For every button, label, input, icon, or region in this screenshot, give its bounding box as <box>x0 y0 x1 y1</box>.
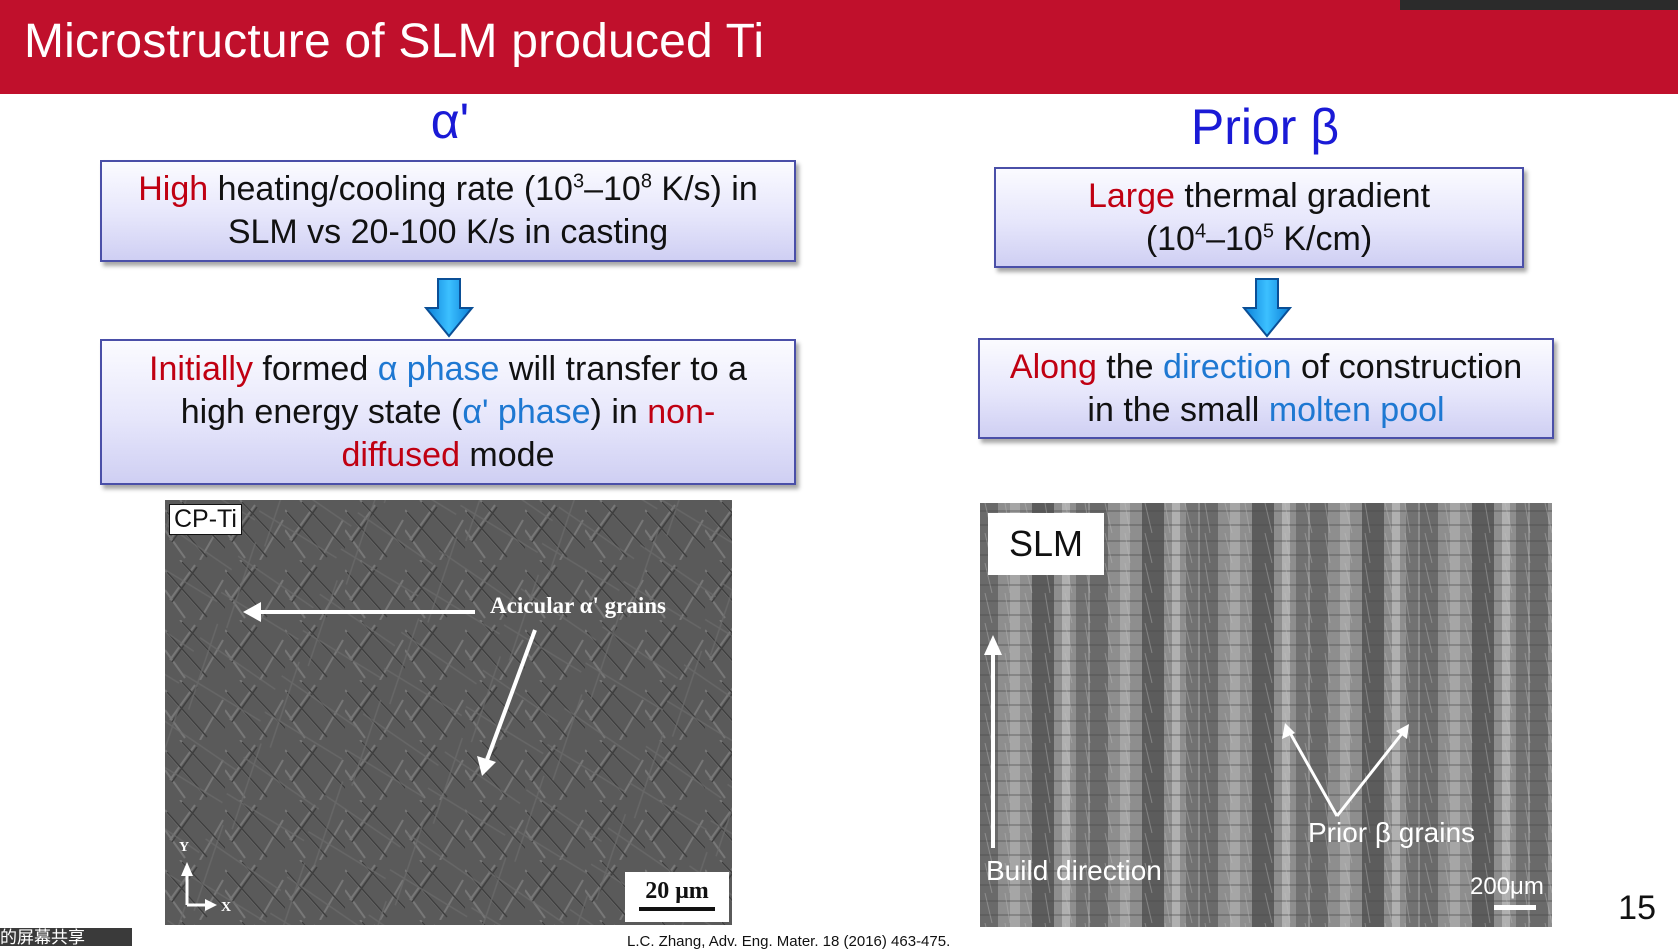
casting-text: SLM vs 20-100 K/s in casting <box>227 213 669 251</box>
exp-5: 5 <box>1262 220 1274 243</box>
along-word: Along <box>1009 347 1097 386</box>
initially-word: Initially <box>149 349 253 388</box>
range-unit: K/cm) <box>1273 219 1373 258</box>
dash-text: –10 <box>584 170 641 208</box>
construction-text: of construction <box>1291 347 1523 386</box>
alpha-phase-term: α phase <box>377 349 500 388</box>
exp-8: 8 <box>640 170 652 193</box>
scale-bar-20um: 20 μm <box>625 872 729 922</box>
direction-term: direction <box>1163 347 1292 386</box>
slm-micrograph: SLM Build direction Prior β grains 200μm <box>980 503 1552 927</box>
build-direction-label: Build direction <box>986 855 1162 886</box>
slide-title: Microstructure of SLM produced Ti <box>24 15 765 68</box>
large-word: Large <box>1087 176 1175 215</box>
construction-direction-box: Along the direction of construction in t… <box>978 338 1554 439</box>
formed-text: formed <box>252 349 378 388</box>
gradient-text: thermal gradient <box>1174 176 1431 215</box>
in-text: ) in <box>590 392 648 431</box>
alpha-prime-heading: α' <box>430 93 470 149</box>
small-text: in the small <box>1087 390 1269 429</box>
down-arrow-icon <box>1242 278 1292 338</box>
mode-text: mode <box>459 435 555 474</box>
slm-label: SLM <box>988 513 1104 575</box>
scale-bar-200um: 200μm <box>1470 873 1544 900</box>
title-bar: Microstructure of SLM produced Ti <box>0 0 1678 94</box>
range-dash: –10 <box>1206 219 1263 258</box>
down-arrow-icon <box>424 278 474 338</box>
screen-share-tab[interactable]: 的屏幕共享 <box>0 928 132 946</box>
exp-4: 4 <box>1194 220 1207 243</box>
cp-ti-label: CP-Ti <box>169 504 242 535</box>
exp-3: 3 <box>572 170 585 193</box>
transfer-text: will transfer to a <box>499 349 747 388</box>
scale-bar-label: 20 μm <box>645 878 709 904</box>
high-word: High <box>138 170 209 208</box>
heating-rate-box: High heating/cooling rate (103–108 K/s) … <box>100 160 796 262</box>
page-number: 15 <box>1618 889 1656 927</box>
unit-text: K/s) in <box>651 170 758 208</box>
diffused-word: diffused <box>341 435 460 474</box>
cp-ti-micrograph: CP-Ti Acicular α' grains Y X 20 μm <box>165 500 732 925</box>
energy-text: high energy state ( <box>180 392 463 431</box>
axis-x-label: X <box>221 900 232 915</box>
citation: L.C. Zhang, Adv. Eng. Mater. 18 (2016) 4… <box>627 933 951 950</box>
prior-beta-heading: Prior β <box>1190 99 1340 155</box>
alpha-prime-term: α' phase <box>462 392 591 431</box>
axis-y-label: Y <box>179 840 190 855</box>
thermal-gradient-box: Large thermal gradient (104–105 K/cm) <box>994 167 1524 268</box>
acicular-annotation: Acicular α' grains <box>490 593 666 618</box>
non-word: non- <box>647 392 716 431</box>
scale-bar-line <box>639 907 715 911</box>
prior-beta-grains-label: Prior β grains <box>1308 817 1476 848</box>
range-open: (10 <box>1145 219 1195 258</box>
heating-text: heating/cooling rate (10 <box>208 170 573 208</box>
alpha-phase-box: Initially formed α phase will transfer t… <box>100 339 796 485</box>
the-text: the <box>1096 347 1164 386</box>
window-tab <box>1400 0 1678 10</box>
molten-pool-term: molten pool <box>1268 390 1445 429</box>
